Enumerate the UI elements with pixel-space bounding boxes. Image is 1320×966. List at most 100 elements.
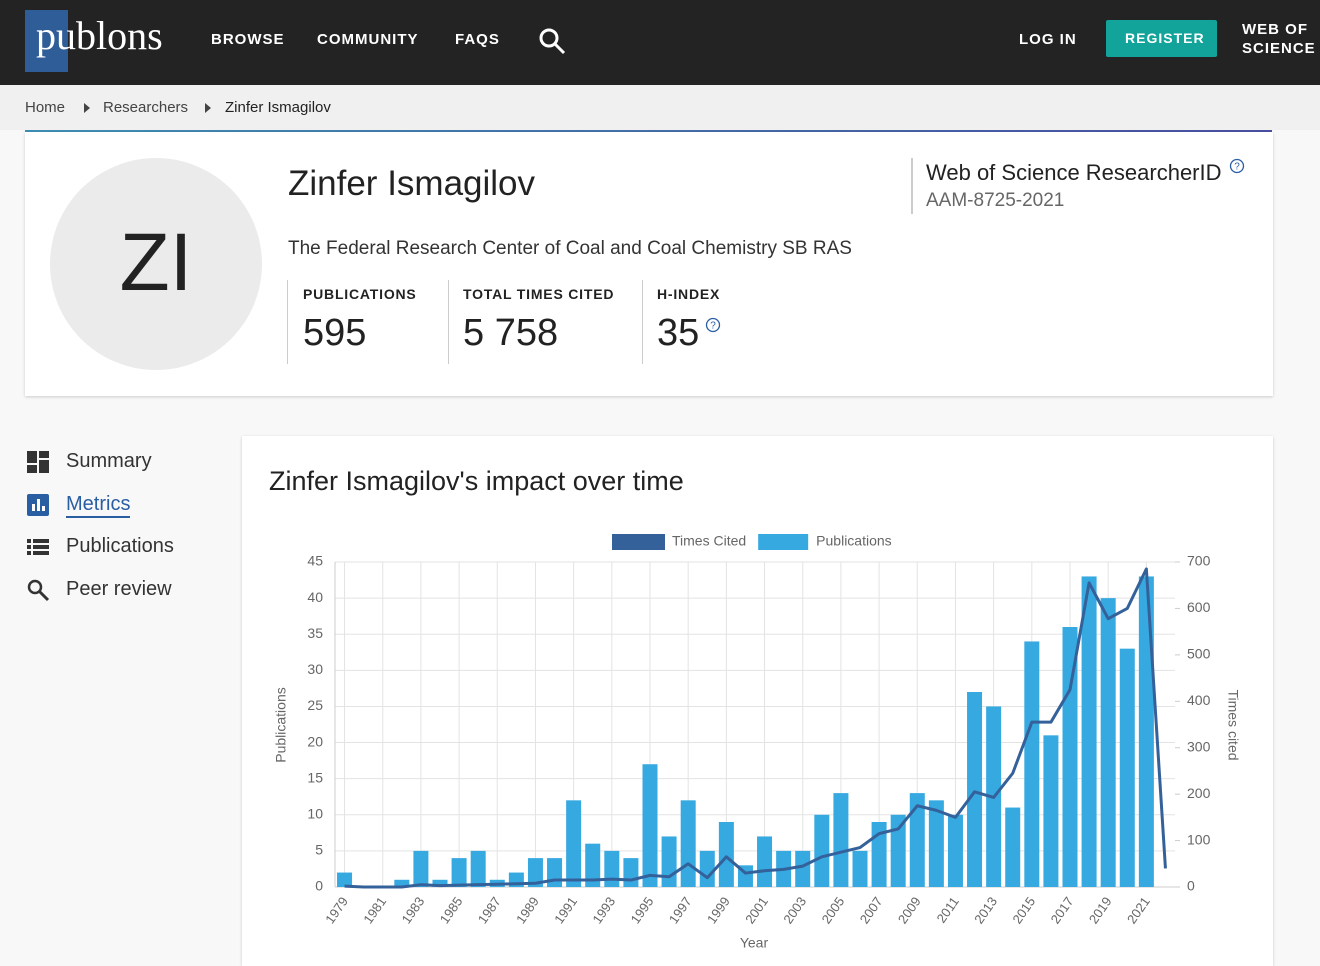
chart-title: Zinfer Ismagilov's impact over time bbox=[269, 466, 684, 496]
sidebar-item[interactable]: Publications bbox=[66, 535, 174, 557]
x-tick-label: 1991 bbox=[551, 894, 580, 926]
x-tick-label: 1983 bbox=[398, 894, 427, 926]
stat-label: TOTAL TIMES CITED bbox=[463, 286, 615, 302]
x-tick-label: 2003 bbox=[780, 894, 809, 926]
login[interactable]: LOG IN bbox=[1019, 31, 1077, 48]
stat-value: 595 bbox=[303, 312, 367, 354]
wos-line[interactable]: SCIENCE bbox=[1242, 40, 1316, 57]
bar bbox=[947, 814, 963, 887]
x-tick-label: 1987 bbox=[475, 894, 504, 926]
y2-tick-label: 400 bbox=[1187, 692, 1211, 708]
nav-link[interactable]: COMMUNITY bbox=[317, 31, 419, 48]
help-icon[interactable]: ? bbox=[1229, 158, 1245, 174]
breadcrumb[interactable]: Home bbox=[25, 99, 66, 116]
bar bbox=[928, 800, 944, 887]
x-tick-label: 1997 bbox=[666, 894, 695, 926]
x-tick-label: 2013 bbox=[971, 894, 1000, 926]
bar bbox=[699, 850, 715, 887]
initials: ZI bbox=[119, 217, 193, 308]
x-tick-label: 2001 bbox=[742, 894, 771, 926]
wos-line[interactable]: WEB OF bbox=[1242, 21, 1308, 38]
stat-divider bbox=[642, 280, 643, 364]
y2-tick-label: 100 bbox=[1187, 831, 1211, 847]
sidebar: Summary Metrics Publications Peer review bbox=[25, 448, 225, 608]
bar bbox=[967, 692, 983, 887]
y-tick-label: 0 bbox=[315, 878, 323, 894]
x-tick-label: 1995 bbox=[628, 894, 657, 926]
x-tick-label: 2021 bbox=[1124, 894, 1153, 926]
bar bbox=[470, 850, 486, 887]
breadcrumb-bar: Home Researchers Zinfer Ismagilov bbox=[0, 85, 1320, 130]
bar bbox=[833, 793, 849, 887]
x-tick-label: 1989 bbox=[513, 894, 542, 926]
bar bbox=[718, 822, 734, 887]
sidebar-item[interactable]: Peer review bbox=[66, 578, 172, 600]
sidebar-item[interactable]: Metrics bbox=[66, 493, 131, 518]
legend-label: Publications bbox=[816, 533, 892, 549]
bar bbox=[413, 850, 429, 887]
stat-label: H-INDEX bbox=[657, 286, 721, 302]
y-axis-label: Publications bbox=[273, 687, 289, 763]
name: Zinfer Ismagilov bbox=[288, 164, 536, 203]
bar bbox=[451, 858, 467, 887]
metrics-icon bbox=[27, 494, 49, 516]
bar bbox=[795, 850, 811, 887]
bar bbox=[642, 764, 658, 887]
bar bbox=[871, 822, 887, 887]
y-tick-label: 25 bbox=[307, 697, 323, 713]
profile-card: ZI Zinfer Ismagilov The Federal Research… bbox=[25, 132, 1273, 396]
y-tick-label: 30 bbox=[307, 661, 323, 677]
stat-value: 35 bbox=[657, 312, 700, 354]
affiliation: The Federal Research Center of Coal and … bbox=[288, 238, 852, 259]
stat-value: 5 758 bbox=[463, 312, 559, 354]
bar bbox=[1062, 627, 1078, 887]
y2-tick-label: 0 bbox=[1187, 878, 1195, 894]
rid: AAM-8725-2021 bbox=[926, 190, 1065, 211]
breadcrumb: Zinfer Ismagilov bbox=[225, 99, 331, 116]
bar bbox=[909, 793, 925, 887]
avatar: ZI bbox=[50, 158, 262, 370]
bar bbox=[432, 879, 448, 887]
x-tick-label: 1985 bbox=[437, 894, 466, 926]
logo[interactable]: publons bbox=[36, 13, 163, 58]
y2-axis-label: Times cited bbox=[1225, 689, 1241, 760]
peer-review-icon bbox=[27, 579, 50, 602]
help-icon[interactable]: ? bbox=[705, 317, 721, 333]
x-tick-label: 1993 bbox=[589, 894, 618, 926]
bar bbox=[547, 858, 563, 887]
nav-link[interactable]: FAQS bbox=[455, 31, 500, 48]
rid-divider bbox=[911, 158, 913, 214]
register-button[interactable]: REGISTER bbox=[1106, 20, 1217, 57]
x-tick-label: 1981 bbox=[360, 894, 389, 926]
bar bbox=[585, 843, 601, 887]
breadcrumb[interactable]: Researchers bbox=[103, 99, 189, 116]
x-tick-label: 1979 bbox=[322, 894, 351, 926]
bar bbox=[604, 850, 620, 887]
stat-divider bbox=[287, 280, 288, 364]
top-nav: publons BROWSE COMMUNITY FAQS LOG IN REG… bbox=[0, 0, 1320, 85]
stat-divider bbox=[448, 280, 449, 364]
bar bbox=[1024, 641, 1040, 887]
x-axis-label: Year bbox=[740, 935, 769, 951]
bar bbox=[394, 879, 410, 887]
publications-icon bbox=[27, 539, 49, 555]
bar bbox=[1043, 735, 1059, 887]
chart: 0 5 10 15 20 25 30 35 40 45 0 100 200 300 400 500 600 700… bbox=[273, 533, 1242, 951]
bar bbox=[1005, 807, 1021, 887]
divider bbox=[25, 130, 1272, 132]
bar bbox=[814, 814, 830, 887]
sidebar-item[interactable]: Summary bbox=[66, 450, 152, 472]
bar bbox=[680, 800, 696, 887]
bar bbox=[1119, 648, 1135, 887]
x-tick-label: 2015 bbox=[1009, 894, 1038, 926]
y-tick-label: 15 bbox=[307, 769, 323, 785]
stat-label: PUBLICATIONS bbox=[303, 286, 417, 302]
y-tick-label: 45 bbox=[307, 553, 323, 569]
y2-tick-label: 500 bbox=[1187, 646, 1211, 662]
search-icon[interactable] bbox=[538, 27, 568, 57]
x-tick-label: 2019 bbox=[1086, 894, 1115, 926]
y-tick-label: 40 bbox=[307, 589, 323, 605]
legend-label: Times Cited bbox=[672, 533, 746, 549]
nav-link[interactable]: BROWSE bbox=[211, 31, 285, 48]
